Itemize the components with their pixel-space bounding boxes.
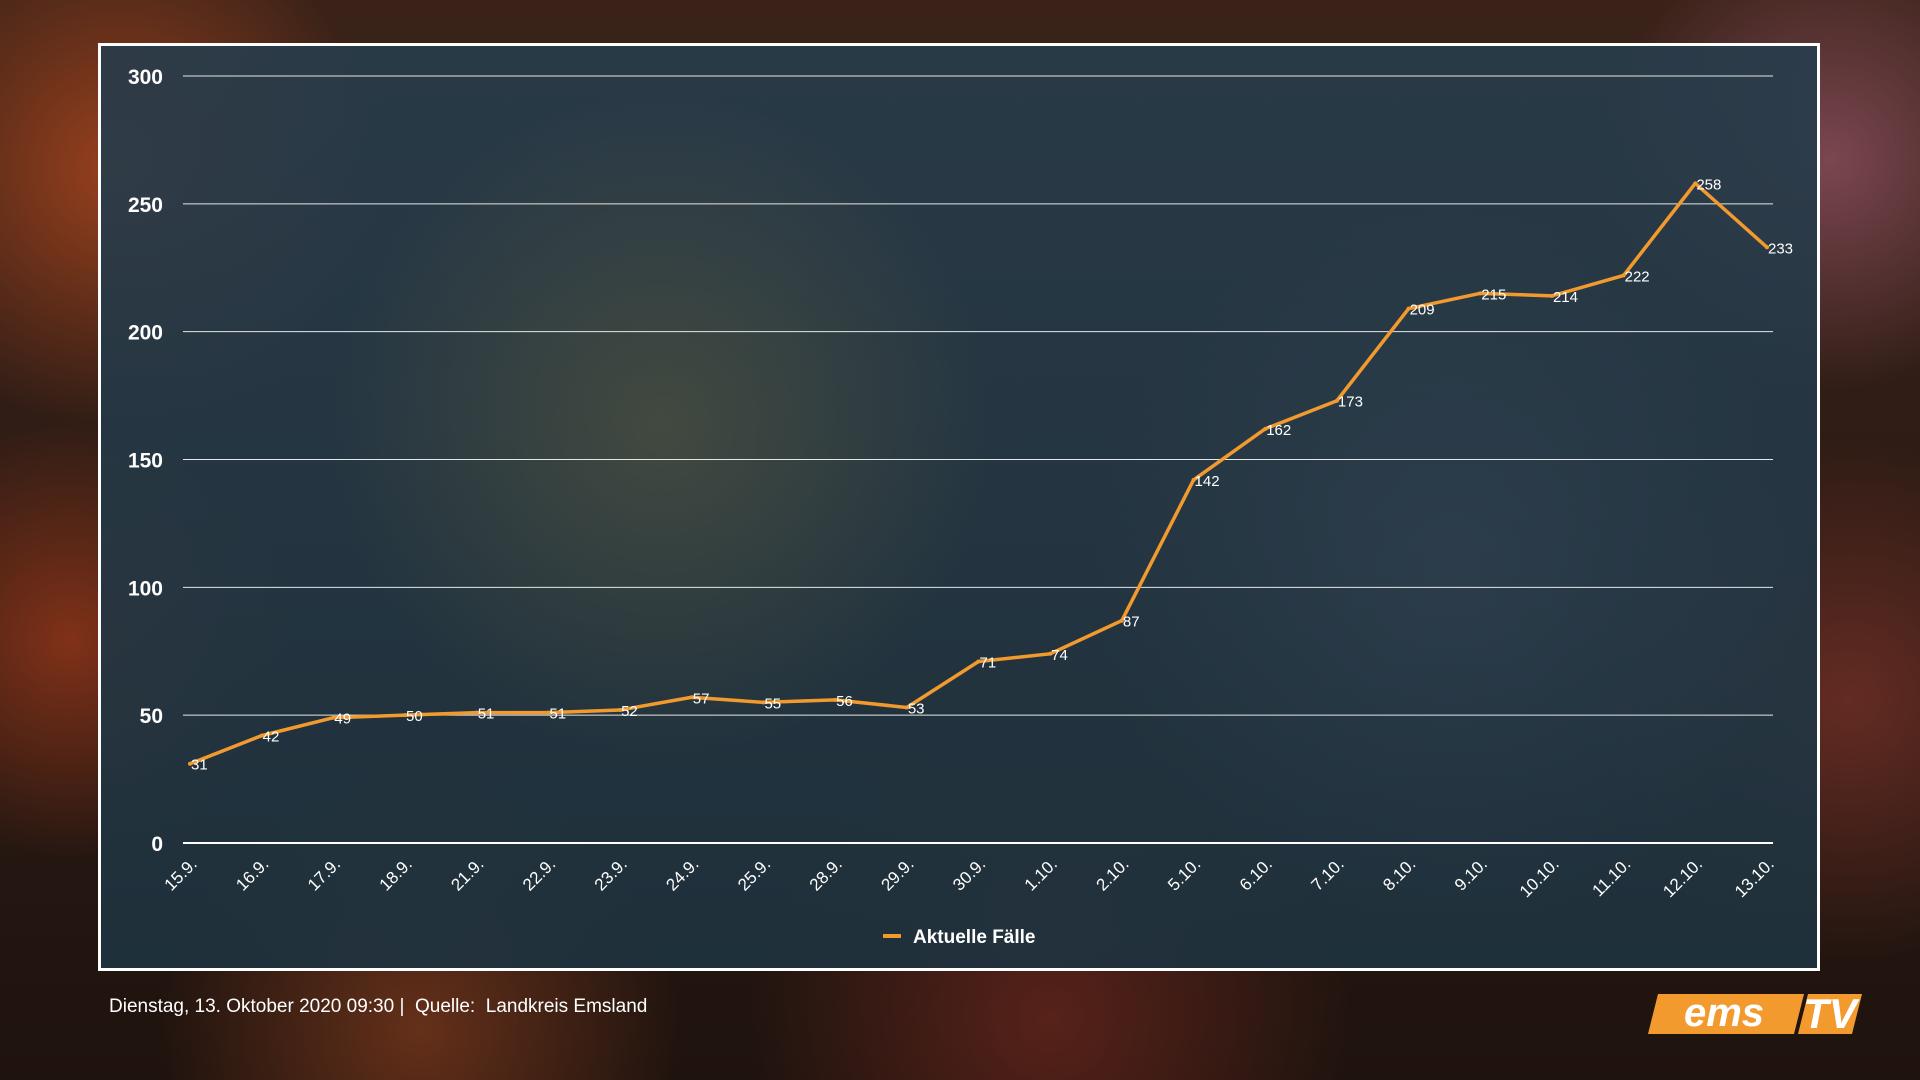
data-point: [331, 715, 336, 720]
data-label: 215: [1481, 286, 1506, 303]
y-tick-label: 100: [128, 577, 163, 600]
logo-tv-text: TV: [1803, 990, 1860, 1037]
data-label: 42: [263, 729, 280, 746]
data-label: 56: [836, 693, 853, 710]
data-point: [1048, 651, 1053, 656]
x-tick-label: 6.10.: [1236, 854, 1276, 894]
data-point: [1765, 245, 1769, 250]
x-tick-label: 17.9.: [304, 854, 344, 894]
data-point: [259, 733, 264, 738]
x-tick-label: 12.10.: [1659, 854, 1706, 901]
y-tick-label: 0: [151, 833, 163, 856]
x-tick-label: 9.10.: [1451, 854, 1491, 894]
data-point: [976, 659, 981, 664]
x-tick-label: 25.9.: [734, 854, 774, 894]
data-point: [618, 708, 623, 713]
data-label: 51: [478, 706, 495, 723]
footer-source-label: Quelle:: [414, 996, 476, 1017]
footer-separator: |: [399, 996, 405, 1017]
data-label: 52: [621, 703, 638, 720]
x-tick-label: 21.9.: [447, 854, 487, 894]
y-tick-label: 250: [128, 194, 163, 217]
x-tick-label: 13.10.: [1731, 854, 1778, 901]
x-tick-label: 29.9.: [877, 854, 917, 894]
logo-ems-text: ems: [1684, 991, 1764, 1035]
x-tick-label: 23.9.: [591, 854, 631, 894]
data-point: [546, 710, 551, 715]
ems-tv-logo: ems TV: [1644, 990, 1866, 1038]
data-label: 50: [406, 708, 423, 725]
x-tick-label: 30.9.: [949, 854, 989, 894]
data-label: 57: [693, 690, 710, 707]
x-tick-label: 16.9.: [232, 854, 272, 894]
data-label: 222: [1625, 268, 1650, 285]
data-point: [474, 710, 479, 715]
data-point: [833, 697, 838, 702]
data-label: 233: [1768, 240, 1793, 257]
data-label: 142: [1195, 473, 1220, 490]
footer-caption: Dienstag, 13. Oktober 2020 09:30 | Quell…: [109, 996, 647, 1018]
x-tick-label: 10.10.: [1516, 854, 1563, 901]
x-tick-label: 1.10.: [1021, 854, 1061, 894]
x-tick-label: 22.9.: [519, 854, 559, 894]
x-tick-label: 15.9.: [161, 854, 201, 894]
data-point: [1263, 426, 1268, 431]
y-tick-label: 50: [140, 705, 163, 728]
x-tick-label: 5.10.: [1164, 854, 1204, 894]
data-label: 258: [1696, 176, 1721, 193]
data-label: 87: [1123, 614, 1140, 631]
x-tick-label: 28.9.: [806, 854, 846, 894]
logo-ems-badge: [1648, 994, 1804, 1034]
x-tick-label: 24.9.: [662, 854, 702, 894]
data-point: [1406, 306, 1411, 311]
data-point: [1621, 273, 1626, 278]
data-label: 173: [1338, 394, 1363, 411]
x-tick-label: 8.10.: [1379, 854, 1419, 894]
data-label: 31: [191, 757, 208, 774]
data-label: 53: [908, 700, 925, 717]
data-point: [403, 713, 408, 718]
y-tick-label: 150: [128, 450, 163, 473]
data-point: [1549, 293, 1554, 298]
data-label: 55: [764, 695, 781, 712]
line-chart: 0 50 100 150 200 250 300 15.9. 16.9. 17.9. 18.9. 21…: [128, 66, 1793, 948]
data-point: [1191, 477, 1196, 482]
logo-tv-badge: [1798, 994, 1862, 1034]
data-point: [188, 761, 192, 766]
data-label: 209: [1410, 302, 1435, 319]
data-label: 214: [1553, 289, 1578, 306]
footer-source: Landkreis Emsland: [485, 996, 648, 1017]
data-point: [761, 700, 766, 705]
data-point: [1693, 181, 1698, 186]
footer-date: Dienstag, 13. Oktober 2020 09:30: [109, 996, 395, 1017]
data-label: 74: [1051, 647, 1068, 664]
series-line: [188, 181, 1769, 766]
data-label: 162: [1266, 422, 1291, 439]
data-label: 49: [334, 711, 351, 728]
data-point: [1119, 618, 1124, 623]
x-tick-label: 11.10.: [1588, 854, 1634, 900]
x-tick-label: 2.10.: [1093, 854, 1133, 894]
data-label: 51: [549, 706, 566, 723]
data-label: 71: [980, 654, 997, 671]
y-tick-label: 200: [128, 322, 163, 345]
data-point: [689, 695, 694, 700]
y-tick-label: 300: [128, 66, 163, 89]
data-point: [1478, 291, 1483, 296]
data-point: [904, 705, 909, 710]
logo-graphic: ems TV: [1648, 990, 1862, 1037]
x-tick-label: 7.10.: [1308, 854, 1348, 894]
legend-label: Aktuelle Fälle: [913, 927, 1036, 948]
chart-panel: 0 50 100 150 200 250 300 15.9. 16.9. 17.9. 18.9. 21…: [98, 43, 1820, 971]
x-tick-label: 18.9.: [376, 854, 416, 894]
data-point: [1334, 398, 1339, 403]
